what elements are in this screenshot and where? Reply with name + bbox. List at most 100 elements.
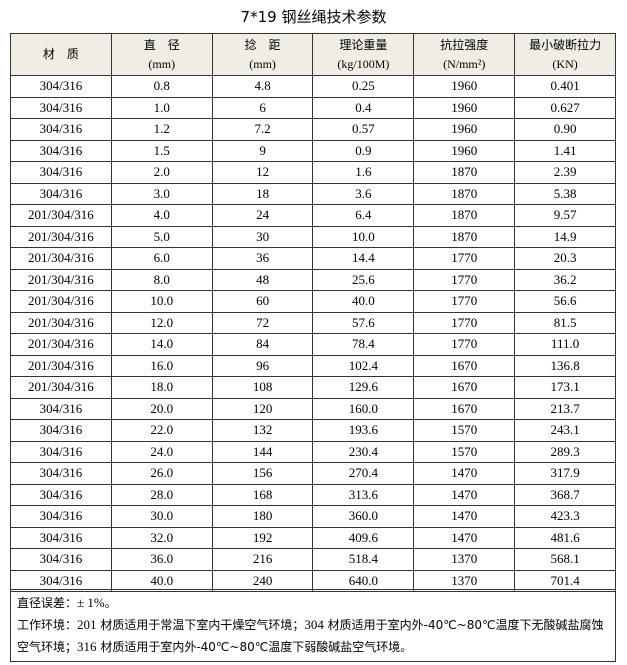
table-cell: 111.0: [514, 333, 616, 356]
table-cell: 304/316: [10, 548, 112, 571]
table-cell: 0.90: [514, 118, 616, 141]
table-cell: 304/316: [10, 419, 112, 442]
table-cell: 423.3: [514, 505, 616, 528]
table-cell: 20.0: [110, 397, 213, 420]
tolerance-label: 直径误差：: [17, 596, 78, 610]
header-row: 材 质 直 径 (mm) 捻 距 (mm) 理论重量 (kg/100M) 抗拉强度 (N/mm²…: [10, 33, 616, 76]
table-cell: 4.8: [211, 75, 314, 98]
table-cell: 0.4: [312, 96, 415, 119]
table-cell: 193.6: [312, 419, 415, 442]
table-cell: 132: [211, 419, 314, 442]
env-304-num: 304: [304, 617, 324, 632]
table-cell: 0.8: [110, 75, 213, 98]
table-cell: 16.0: [110, 354, 213, 377]
table-cell: 36: [211, 247, 314, 270]
column-header: 理论重量 (kg/100M): [312, 33, 415, 76]
table-cell: 568.1: [514, 548, 616, 571]
table-cell: 1470: [413, 526, 516, 549]
table-cell: 5.38: [514, 182, 616, 205]
table-cell: 192: [211, 526, 314, 549]
table-cell: 304/316: [10, 75, 112, 98]
table-cell: 30: [211, 225, 314, 248]
table-cell: 0.401: [514, 75, 616, 98]
env-316-text: 材质适用于室内外-40℃~80℃温度下弱酸碱盐空气环境。: [96, 640, 413, 654]
table-cell: 216: [211, 548, 314, 571]
header-unit: (mm): [249, 56, 276, 71]
table-cell: 144: [211, 440, 314, 463]
header-unit: (N/mm²): [443, 56, 486, 71]
table-cell: 304/316: [10, 505, 112, 528]
table-row: 304/316 3.0 18 3.6 1870 5.38: [10, 182, 616, 205]
env-label: 工作环境：: [17, 618, 78, 632]
table-cell: 304/316: [10, 440, 112, 463]
table-cell: 3.0: [110, 182, 213, 205]
table-cell: 304/316: [10, 182, 112, 205]
table-row: 304/316 28.0 168 313.6 1470 368.7: [10, 483, 616, 506]
header-unit: (kg/100M): [337, 56, 390, 71]
table-cell: 304/316: [10, 397, 112, 420]
table-cell: 1470: [413, 462, 516, 485]
column-header: 抗拉强度 (N/mm²): [413, 33, 516, 76]
spec-table: 材 质 直 径 (mm) 捻 距 (mm) 理论重量 (kg/100M) 抗拉强度 (N/mm²…: [10, 33, 616, 592]
table-row: 304/316 36.0 216 518.4 1370 568.1: [10, 548, 616, 571]
table-cell: 304/316: [10, 483, 112, 506]
table-cell: 0.627: [514, 96, 616, 119]
table-row: 304/316 2.0 12 1.6 1870 2.39: [10, 161, 616, 184]
table-cell: 313.6: [312, 483, 415, 506]
column-header: 捻 距 (mm): [211, 33, 314, 76]
table-cell: 1370: [413, 569, 516, 592]
table-row: 201/304/316 14.0 84 78.4 1770 111.0: [10, 333, 616, 356]
header-name: 材 质: [42, 47, 79, 61]
table-cell: 56.6: [514, 290, 616, 313]
table-cell: 10.0: [110, 290, 213, 313]
table-cell: 24: [211, 204, 314, 227]
table-cell: 14.4: [312, 247, 415, 270]
table-cell: 48: [211, 268, 314, 291]
table-cell: 78.4: [312, 333, 415, 356]
page-title: 7*19 钢丝绳技术参数: [240, 8, 387, 26]
table-cell: 1770: [413, 290, 516, 313]
table-cell: 18.0: [110, 376, 213, 399]
table-cell: 409.6: [312, 526, 415, 549]
table-cell: 5.0: [110, 225, 213, 248]
table-cell: 28.0: [110, 483, 213, 506]
table-cell: 1.2: [110, 118, 213, 141]
table-row: 304/316 20.0 120 160.0 1670 213.7: [10, 397, 616, 420]
table-cell: 1770: [413, 268, 516, 291]
table-cell: 201/304/316: [10, 247, 112, 270]
table-cell: 60: [211, 290, 314, 313]
notes: 直径误差：± 1%。 工作环境：201 材质适用于常温下室内干燥空气环境；304…: [10, 589, 616, 662]
table-cell: 0.25: [312, 75, 415, 98]
table-cell: 1960: [413, 139, 516, 162]
table-cell: 6: [211, 96, 314, 119]
table-cell: 1470: [413, 505, 516, 528]
table-cell: 1.5: [110, 139, 213, 162]
table-cell: 81.5: [514, 311, 616, 334]
table-cell: 201/304/316: [10, 311, 112, 334]
table-row: 304/316 22.0 132 193.6 1570 243.1: [10, 419, 616, 442]
env-304-text: 材质适用于室内外-40℃~80℃温度下无酸碱盐腐蚀空气环境；: [17, 618, 604, 654]
table-cell: 12.0: [110, 311, 213, 334]
table-cell: 20.3: [514, 247, 616, 270]
table-row: 304/316 32.0 192 409.6 1470 481.6: [10, 526, 616, 549]
table-row: 201/304/316 12.0 72 57.6 1770 81.5: [10, 311, 616, 334]
table-cell: 1960: [413, 118, 516, 141]
table-cell: 0.57: [312, 118, 415, 141]
header-name: 直 径: [143, 37, 180, 52]
table-cell: 173.1: [514, 376, 616, 399]
table-cell: 1570: [413, 419, 516, 442]
table-cell: 14.0: [110, 333, 213, 356]
table-cell: 3.6: [312, 182, 415, 205]
table-cell: 304/316: [10, 96, 112, 119]
table-cell: 2.39: [514, 161, 616, 184]
table-cell: 1370: [413, 548, 516, 571]
table-cell: 304/316: [10, 161, 112, 184]
table-cell: 25.6: [312, 268, 415, 291]
table-row: 304/316 1.2 7.2 0.57 1960 0.90: [10, 118, 616, 141]
table-cell: 156: [211, 462, 314, 485]
table-cell: 1670: [413, 376, 516, 399]
table-cell: 108: [211, 376, 314, 399]
table-row: 201/304/316 6.0 36 14.4 1770 20.3: [10, 247, 616, 270]
table-cell: 640.0: [312, 569, 415, 592]
table-cell: 136.8: [514, 354, 616, 377]
